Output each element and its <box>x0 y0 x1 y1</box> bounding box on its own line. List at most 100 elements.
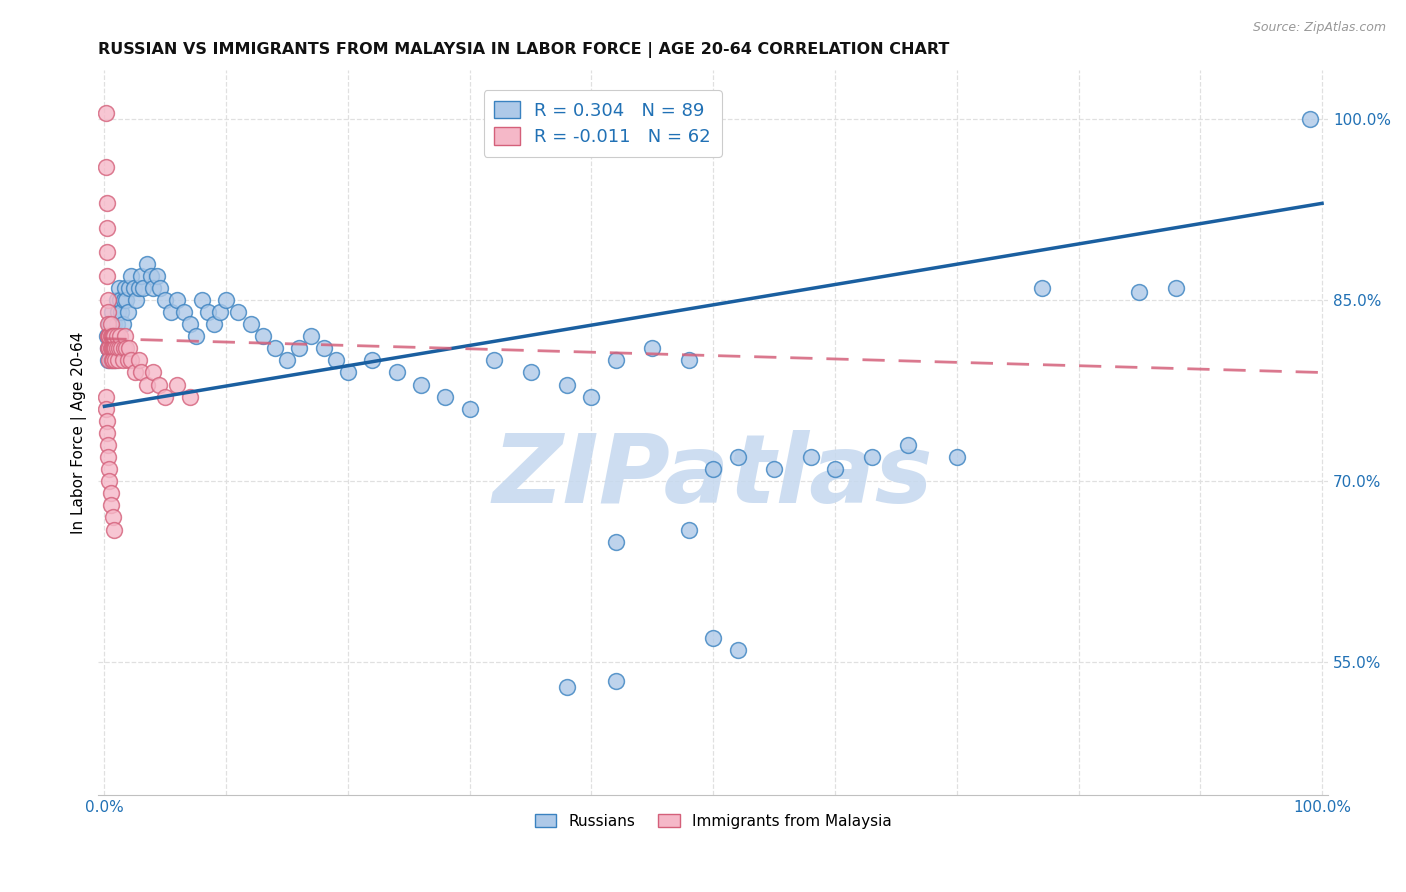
Point <box>94 401 117 416</box>
Point <box>100 329 122 343</box>
Point <box>96 329 118 343</box>
Point <box>136 257 159 271</box>
Point <box>103 317 125 331</box>
Point <box>179 390 201 404</box>
Point <box>276 353 298 368</box>
Point <box>112 293 135 307</box>
Point <box>97 305 120 319</box>
Point <box>1164 281 1187 295</box>
Point <box>763 462 786 476</box>
Point <box>100 342 122 356</box>
Point <box>110 305 132 319</box>
Point <box>101 353 124 368</box>
Point <box>104 342 127 356</box>
Point <box>148 377 170 392</box>
Point <box>117 305 139 319</box>
Point <box>581 390 603 404</box>
Point <box>100 329 122 343</box>
Point <box>800 450 823 464</box>
Point <box>108 281 131 295</box>
Point <box>312 342 335 356</box>
Point <box>100 353 122 368</box>
Point <box>1128 285 1150 299</box>
Point <box>209 305 232 319</box>
Point <box>100 329 122 343</box>
Point <box>239 317 262 331</box>
Point <box>104 329 127 343</box>
Point <box>555 377 578 392</box>
Point <box>215 293 238 307</box>
Point <box>336 366 359 380</box>
Point <box>111 353 134 368</box>
Point <box>98 342 121 356</box>
Point <box>702 632 724 646</box>
Point <box>166 377 188 392</box>
Point <box>104 353 127 368</box>
Point <box>136 377 159 392</box>
Point <box>252 329 274 343</box>
Point <box>97 450 120 464</box>
Point <box>605 353 627 368</box>
Point <box>97 353 120 368</box>
Point <box>96 196 118 211</box>
Point <box>385 366 408 380</box>
Point <box>1031 281 1053 295</box>
Point <box>111 317 134 331</box>
Point <box>101 510 124 524</box>
Point <box>120 353 142 368</box>
Point <box>605 534 627 549</box>
Point <box>288 342 311 356</box>
Point <box>179 317 201 331</box>
Point <box>114 329 136 343</box>
Point <box>727 643 749 657</box>
Text: RUSSIAN VS IMMIGRANTS FROM MALAYSIA IN LABOR FORCE | AGE 20-64 CORRELATION CHART: RUSSIAN VS IMMIGRANTS FROM MALAYSIA IN L… <box>98 42 949 58</box>
Point <box>166 293 188 307</box>
Point <box>110 293 132 307</box>
Point <box>105 342 128 356</box>
Point <box>155 390 177 404</box>
Point <box>264 342 287 356</box>
Point <box>103 342 125 356</box>
Point <box>100 342 122 356</box>
Point <box>105 329 128 343</box>
Point <box>115 293 138 307</box>
Text: ZIPatlas: ZIPatlas <box>494 430 934 523</box>
Point <box>104 353 127 368</box>
Point <box>97 293 120 307</box>
Point <box>678 523 700 537</box>
Point <box>98 462 121 476</box>
Point <box>142 366 165 380</box>
Point <box>98 353 121 368</box>
Point <box>100 342 122 356</box>
Point <box>110 342 132 356</box>
Point <box>98 329 121 343</box>
Point <box>96 414 118 428</box>
Point <box>98 329 121 343</box>
Point <box>149 281 172 295</box>
Point <box>97 342 120 356</box>
Point <box>103 329 125 343</box>
Point <box>100 499 122 513</box>
Point <box>107 305 129 319</box>
Point <box>191 293 214 307</box>
Point <box>112 342 135 356</box>
Point <box>184 329 207 343</box>
Point <box>702 462 724 476</box>
Point <box>301 329 323 343</box>
Point <box>118 342 141 356</box>
Point <box>122 281 145 295</box>
Point <box>434 390 457 404</box>
Point <box>100 305 122 319</box>
Point <box>824 462 846 476</box>
Point <box>98 329 121 343</box>
Point <box>98 317 121 331</box>
Point <box>458 401 481 416</box>
Point <box>94 105 117 120</box>
Point <box>97 342 120 356</box>
Point <box>107 353 129 368</box>
Point <box>139 268 162 283</box>
Point <box>128 281 150 295</box>
Point <box>114 281 136 295</box>
Point <box>103 523 125 537</box>
Point <box>105 317 128 331</box>
